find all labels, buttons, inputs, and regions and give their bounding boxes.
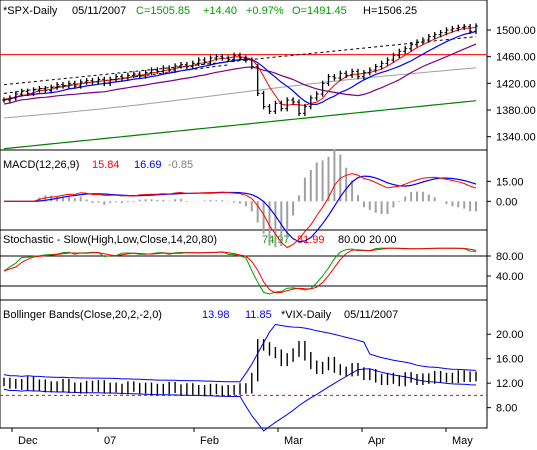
x-axis-label: Apr [368, 435, 385, 447]
ma-200-line [3, 100, 477, 150]
macd-tick-label: 0.00 [496, 196, 517, 208]
bb-upper-band [3, 323, 477, 383]
stoch-value-4: 20.00 [369, 234, 397, 246]
macd-title: MACD(12,26,9) [3, 159, 79, 171]
price-high: H=1506.25 [363, 5, 417, 17]
chart-marks: 1500.00 1460.00 1420.00 1380.00 1340.00 15.00… [0, 23, 536, 447]
stoch-value-3: 80.00 [338, 234, 366, 246]
macd-signal-line [4, 175, 477, 243]
macd-tick-label: 15.00 [496, 176, 524, 188]
x-axis-label: 07 [104, 435, 116, 447]
price-tick-label: 1460.00 [496, 52, 536, 64]
stoch-tick-label: 40.00 [496, 271, 524, 283]
stoch-d-line [3, 247, 477, 294]
price-tick-label: 1420.00 [496, 78, 536, 90]
macd-value-1: 15.84 [92, 159, 120, 171]
ma-50-line [3, 43, 477, 105]
price-pct-change: +0.97% [246, 5, 284, 17]
support-trendline [3, 64, 231, 94]
bb-lower-band [3, 368, 477, 432]
stoch-value-2: 81.99 [297, 234, 325, 246]
macd-value-3: -0.85 [168, 159, 193, 171]
bb-value-2: 11.85 [245, 309, 272, 321]
vix-tick-label: 8.00 [496, 403, 517, 415]
vix-symbol: *VIX-Daily [281, 309, 332, 321]
x-axis-label: May [452, 435, 473, 447]
price-close: C=1505.85 [136, 5, 190, 17]
price-change: +14.40 [203, 5, 237, 17]
price-symbol: *SPX-Daily [3, 5, 58, 17]
vix-tick-label: 16.00 [496, 354, 524, 366]
price-open: O=1491.45 [292, 5, 347, 17]
vix-tick-label: 20.00 [496, 329, 524, 341]
price-tick-label: 1340.00 [496, 132, 536, 144]
price-date: 05/11/2007 [72, 5, 126, 17]
bb-title: Bollinger Bands(Close,20,2,-2,0) [3, 309, 162, 321]
x-axis-label: Dec [18, 435, 38, 447]
resistance-trendline [3, 36, 477, 86]
price-panel-frame [0, 0, 488, 151]
bb-value-1: 13.98 [202, 309, 230, 321]
vix-date: 05/11/2007 [344, 309, 398, 321]
vix-tick-label: 12.00 [496, 378, 524, 390]
x-axis-label: Feb [200, 435, 219, 447]
stoch-title: Stochastic - Slow(High,Low,Close,14,20,8… [3, 234, 217, 246]
x-axis-label: Mar [284, 435, 303, 447]
price-tick-label: 1380.00 [496, 105, 536, 117]
macd-line [4, 173, 477, 249]
ma-100-line [3, 67, 477, 119]
macd-value-2: 16.69 [134, 159, 162, 171]
price-tick-label: 1500.00 [496, 25, 536, 37]
vix-panel-frame [0, 299, 488, 429]
stoch-tick-label: 80.00 [496, 251, 524, 263]
